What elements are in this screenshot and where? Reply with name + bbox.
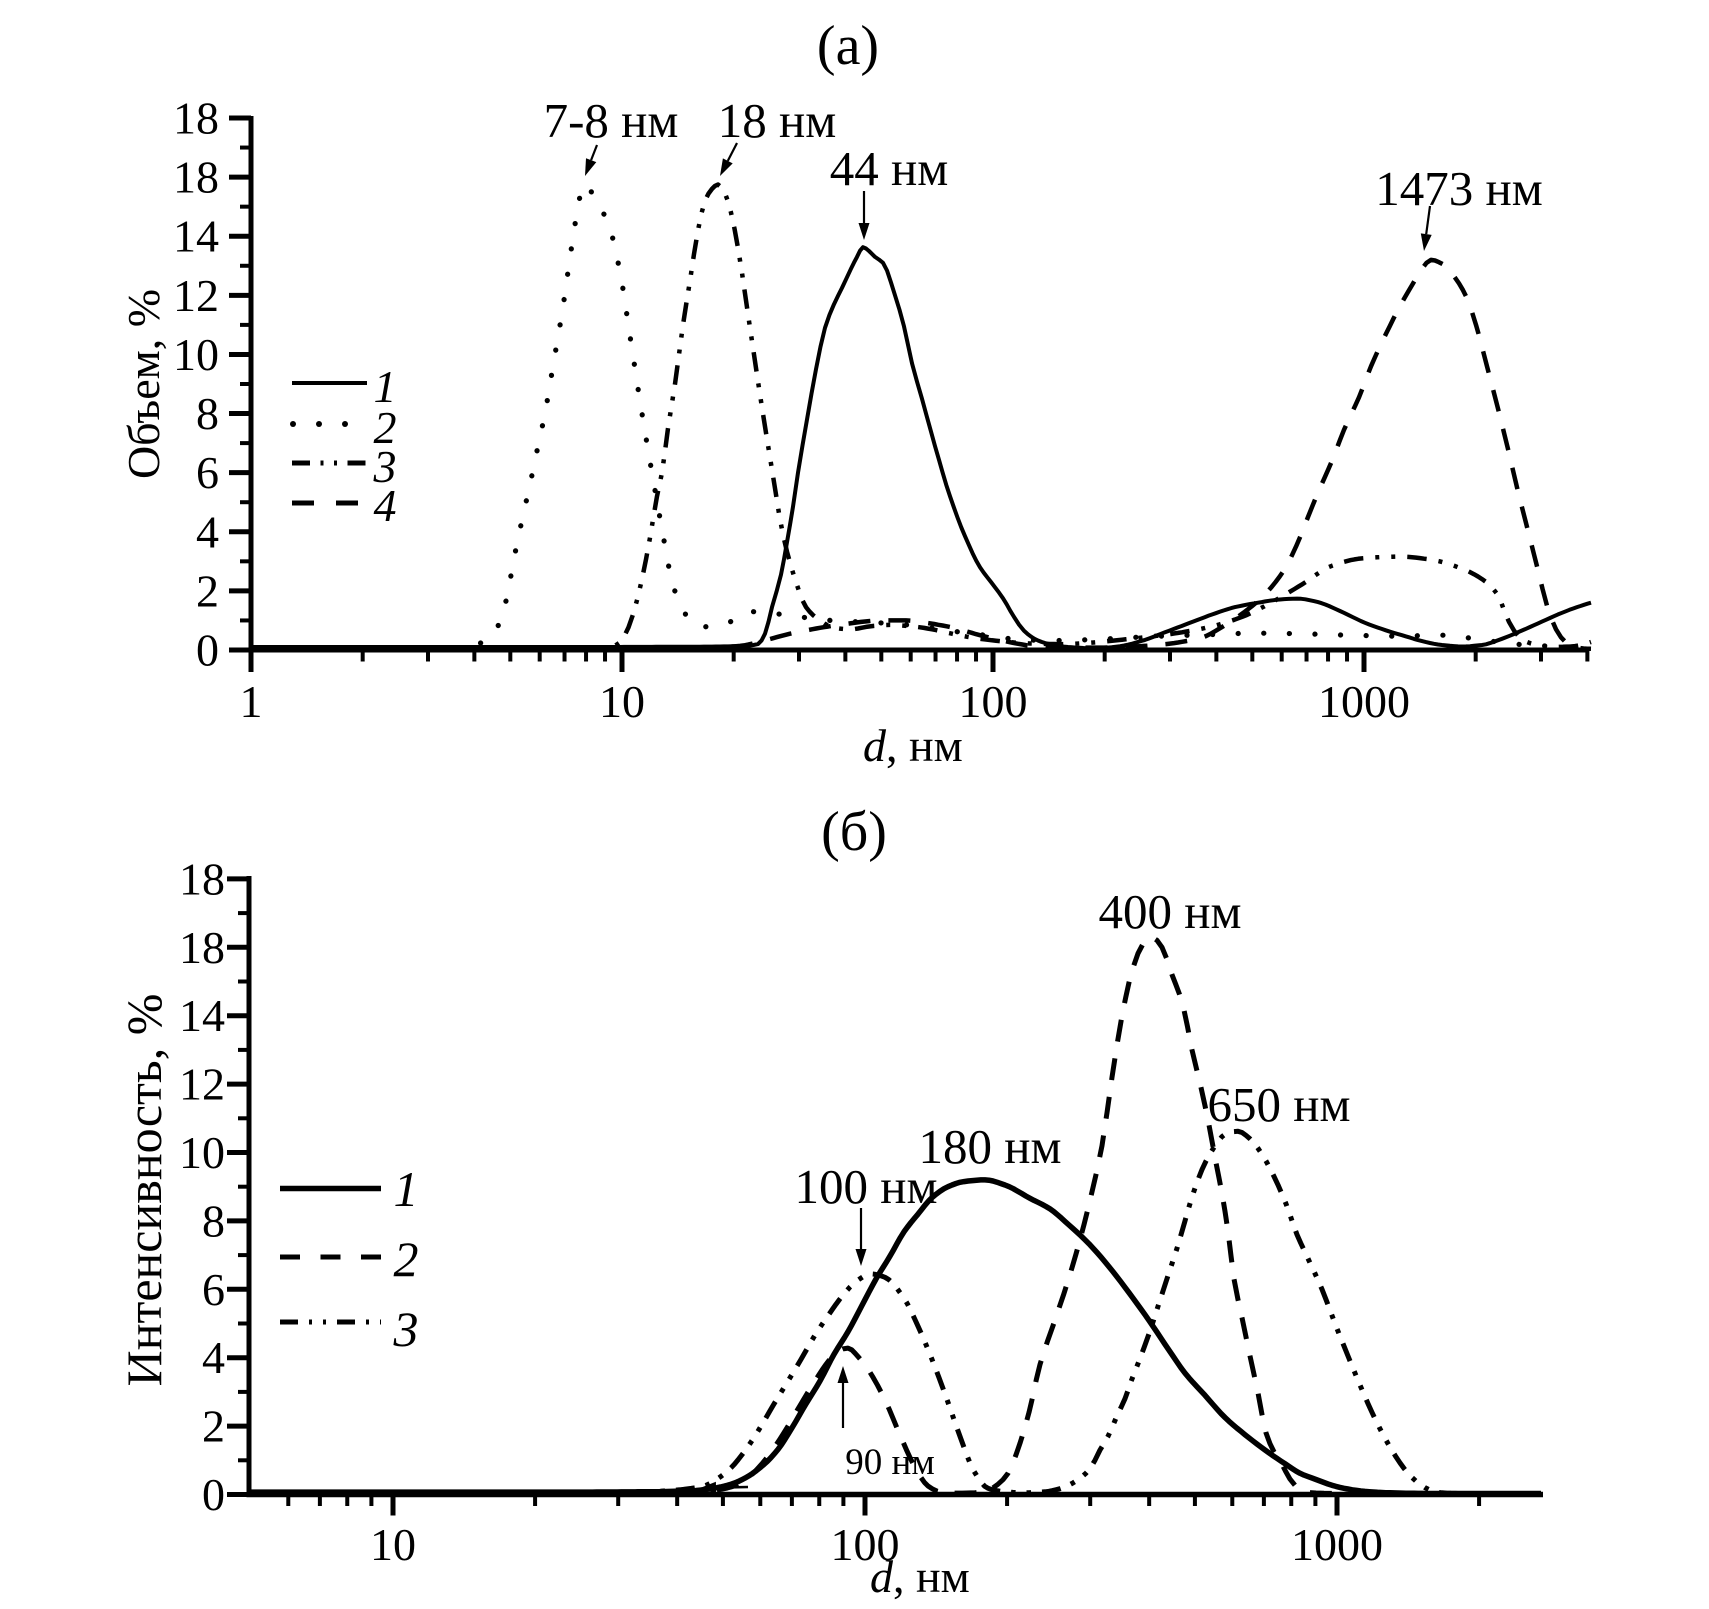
svg-text:400 нм: 400 нм — [1099, 884, 1242, 939]
svg-text:1000: 1000 — [1291, 1519, 1383, 1570]
svg-text:0: 0 — [202, 1469, 225, 1520]
svg-text:90 нм: 90 нм — [845, 1442, 934, 1483]
svg-text:(а): (а) — [817, 15, 879, 77]
svg-text:4: 4 — [374, 480, 397, 531]
svg-text:d, нм: d, нм — [870, 1551, 970, 1602]
svg-text:14: 14 — [173, 211, 219, 262]
svg-text:10: 10 — [173, 329, 219, 380]
svg-text:1: 1 — [394, 1161, 419, 1217]
svg-text:12: 12 — [173, 270, 219, 321]
svg-text:44 нм: 44 нм — [830, 141, 948, 196]
svg-text:7-8 нм: 7-8 нм — [544, 93, 679, 148]
svg-text:2: 2 — [394, 1231, 419, 1287]
svg-text:3: 3 — [393, 1301, 419, 1357]
svg-text:1473 нм: 1473 нм — [1375, 161, 1542, 216]
svg-text:4: 4 — [196, 506, 219, 557]
svg-text:1: 1 — [374, 361, 397, 412]
svg-text:18 нм: 18 нм — [718, 93, 836, 148]
svg-text:2: 2 — [196, 565, 219, 616]
svg-text:0: 0 — [196, 625, 219, 676]
svg-text:650 нм: 650 нм — [1208, 1077, 1351, 1132]
svg-text:(б): (б) — [821, 801, 887, 863]
svg-text:100: 100 — [959, 676, 1028, 727]
svg-text:2: 2 — [374, 402, 397, 453]
svg-text:6: 6 — [202, 1264, 225, 1315]
svg-text:10: 10 — [599, 676, 645, 727]
svg-text:3: 3 — [373, 441, 397, 492]
svg-text:d, нм: d, нм — [863, 720, 963, 771]
svg-text:18: 18 — [179, 922, 225, 973]
svg-text:1000: 1000 — [1318, 676, 1410, 727]
svg-text:10: 10 — [370, 1519, 416, 1570]
svg-text:1: 1 — [240, 676, 263, 727]
svg-text:10: 10 — [179, 1127, 225, 1178]
svg-text:2: 2 — [202, 1401, 225, 1452]
svg-text:6: 6 — [196, 447, 219, 498]
svg-text:4: 4 — [202, 1332, 225, 1383]
svg-text:18: 18 — [179, 853, 225, 904]
svg-text:18: 18 — [173, 92, 219, 143]
svg-text:12: 12 — [179, 1059, 225, 1110]
svg-text:Интенсивность, %: Интенсивность, % — [116, 994, 172, 1387]
svg-text:8: 8 — [196, 388, 219, 439]
svg-text:100: 100 — [831, 1519, 900, 1570]
svg-text:100 нм: 100 нм — [795, 1159, 938, 1214]
svg-text:18: 18 — [173, 152, 219, 203]
svg-text:8: 8 — [202, 1195, 225, 1246]
svg-text:180 нм: 180 нм — [919, 1119, 1062, 1174]
svg-text:14: 14 — [179, 990, 225, 1041]
svg-text:Объем, %: Объем, % — [118, 289, 169, 479]
